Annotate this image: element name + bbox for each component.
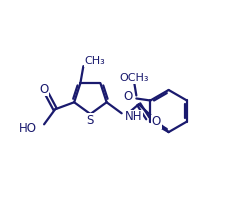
Text: O: O — [124, 90, 133, 103]
Text: O: O — [39, 83, 49, 96]
Text: OCH₃: OCH₃ — [120, 74, 149, 83]
Text: S: S — [87, 114, 94, 127]
Text: NH: NH — [125, 110, 142, 123]
Text: HO: HO — [19, 122, 37, 135]
Text: O: O — [152, 115, 161, 128]
Text: CH₃: CH₃ — [84, 56, 105, 66]
